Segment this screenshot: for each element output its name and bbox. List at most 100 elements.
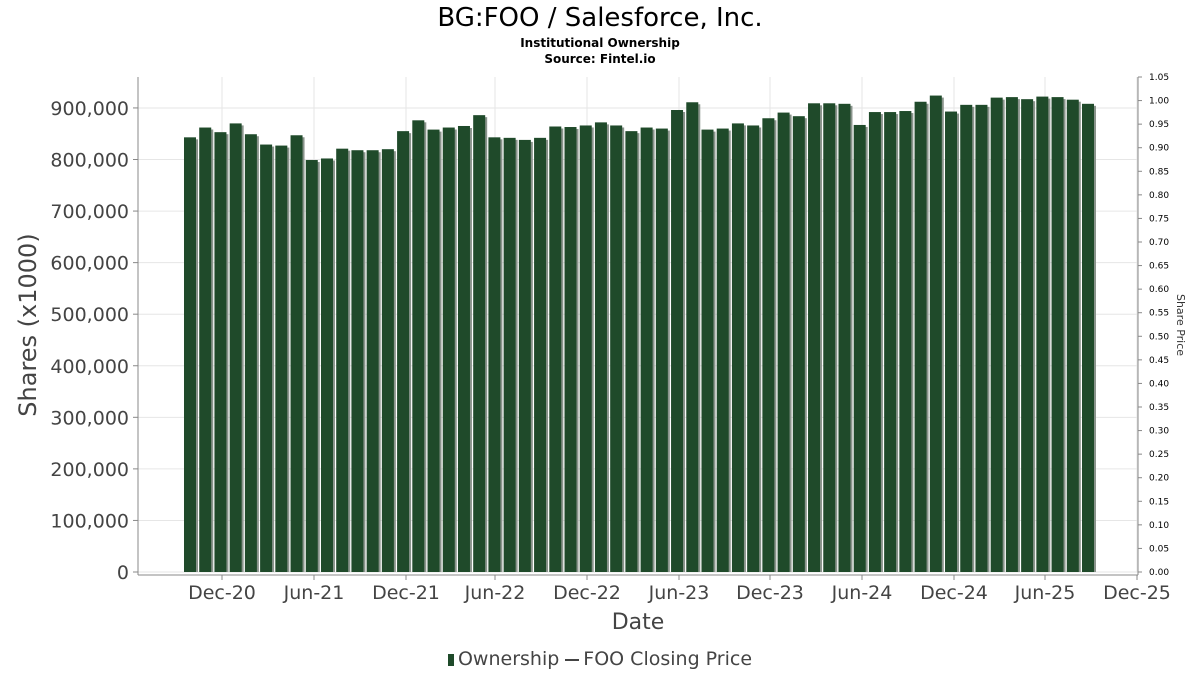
- y-axis-label: Shares (x1000): [14, 233, 42, 416]
- chart-source: Source: Fintel.io: [544, 52, 656, 66]
- y2-tick-label: 0.05: [1149, 544, 1169, 554]
- bar: [853, 124, 866, 572]
- bar: [808, 103, 821, 572]
- y2-tick-label: 0.95: [1149, 120, 1169, 130]
- y2-tick-label: 0.20: [1149, 474, 1169, 484]
- bar: [564, 127, 577, 572]
- bar: [594, 122, 607, 572]
- y2-tick-label: 0.30: [1149, 427, 1169, 437]
- bar: [199, 127, 212, 572]
- y-tick-label: 0: [117, 562, 129, 584]
- bar: [336, 148, 349, 572]
- chart-title: BG:FOO / Salesforce, Inc.: [437, 3, 763, 33]
- legend-swatch-ownership: [447, 653, 454, 666]
- bar: [945, 111, 958, 572]
- y2-tick-label: 0.50: [1149, 332, 1169, 342]
- bar: [686, 102, 699, 572]
- legend-item-price: FOO Closing Price: [583, 648, 753, 670]
- x-tick-label: Dec-20: [188, 582, 256, 604]
- bar: [899, 111, 912, 572]
- bar: [960, 104, 973, 572]
- y2-tick-label: 0.40: [1149, 379, 1169, 389]
- bar: [549, 126, 562, 572]
- x-tick-label: Jun-25: [1014, 582, 1076, 604]
- y-tick-label: 500,000: [50, 304, 129, 326]
- y-tick-label: 600,000: [50, 253, 129, 275]
- bar: [1036, 96, 1049, 572]
- y2-axis-label: Share Price: [1174, 294, 1187, 356]
- y2-tick-label: 0.15: [1149, 497, 1169, 507]
- y2-tick-label: 0.00: [1149, 568, 1169, 578]
- bar: [320, 158, 333, 572]
- y2-tick-label: 0.35: [1149, 403, 1169, 413]
- y2-tick-label: 0.70: [1149, 238, 1169, 248]
- x-axis-label: Date: [612, 610, 665, 635]
- bar: [381, 149, 394, 572]
- y-tick-label: 400,000: [50, 356, 129, 378]
- bar: [823, 103, 836, 572]
- legend-item-ownership: Ownership: [457, 648, 560, 670]
- y2-tick-label: 0.25: [1149, 450, 1169, 460]
- bar: [747, 125, 760, 572]
- bar: [990, 97, 1003, 572]
- y2-tick-label: 0.80: [1149, 191, 1169, 201]
- bar: [534, 137, 547, 572]
- chart-legend: Ownership FOO Closing Price: [0, 647, 1200, 671]
- bar: [412, 120, 425, 572]
- y-tick-label: 700,000: [50, 201, 129, 223]
- y2-tick-label: 0.10: [1149, 521, 1169, 531]
- ownership-chart: 0 100,000 200,000 300,000 400,000 500,000 600,…: [14, 73, 1187, 635]
- bar: [671, 110, 684, 572]
- bar: [518, 139, 531, 572]
- x-tick-label: Jun-22: [464, 582, 526, 604]
- x-tick-label: Jun-23: [648, 582, 710, 604]
- bar: [503, 137, 516, 572]
- bar: [655, 128, 668, 572]
- bar: [229, 123, 242, 572]
- bar: [914, 101, 927, 572]
- y-tick-label: 900,000: [50, 98, 129, 120]
- y2-tick-label: 0.55: [1149, 309, 1169, 319]
- bar: [868, 112, 881, 572]
- bar: [701, 129, 714, 572]
- bar: [777, 112, 790, 572]
- bar: [184, 137, 196, 572]
- bar: [792, 116, 805, 572]
- y-tick-label: 100,000: [50, 510, 129, 532]
- x-tick-label: Dec-22: [553, 582, 621, 604]
- y2-tick-label: 0.45: [1149, 356, 1169, 366]
- bar: [473, 115, 486, 572]
- y2-tick-label: 0.65: [1149, 262, 1169, 272]
- bar: [427, 129, 440, 572]
- bar: [214, 132, 227, 572]
- y2-tick-label: 0.60: [1149, 285, 1169, 295]
- y-tick-label: 300,000: [50, 407, 129, 429]
- bar: [610, 125, 623, 572]
- bar: [457, 125, 470, 572]
- bar: [1082, 103, 1094, 572]
- bar: [579, 125, 592, 572]
- x-tick-label: Jun-21: [283, 582, 345, 604]
- bar: [838, 103, 851, 572]
- bar: [275, 145, 288, 572]
- bar: [1005, 97, 1018, 572]
- y2-tick-label: 0.90: [1149, 144, 1169, 154]
- chart-subtitle: Institutional Ownership: [520, 36, 680, 50]
- bar-series-ownership: [184, 95, 1096, 572]
- bar: [1051, 97, 1064, 572]
- bar: [625, 131, 638, 572]
- bar: [260, 144, 273, 572]
- y-tick-label: 200,000: [50, 459, 129, 481]
- axes: 0 100,000 200,000 300,000 400,000 500,000 600,…: [50, 73, 1170, 604]
- bar: [366, 150, 379, 572]
- y2-tick-label: 0.75: [1149, 214, 1169, 224]
- x-tick-label: Jun-24: [831, 582, 893, 604]
- bar: [1021, 99, 1034, 572]
- y2-tick-label: 0.85: [1149, 167, 1169, 177]
- bar: [1066, 99, 1079, 572]
- bar: [397, 131, 410, 572]
- bar: [640, 127, 653, 572]
- bar: [716, 128, 729, 572]
- x-tick-label: Dec-24: [920, 582, 988, 604]
- bar: [290, 135, 303, 572]
